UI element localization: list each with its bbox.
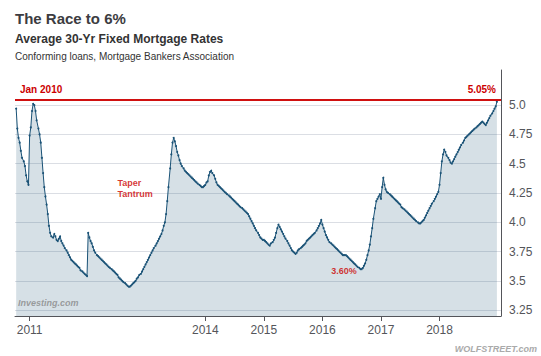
svg-text:2016: 2016	[309, 323, 336, 337]
svg-text:2011: 2011	[17, 323, 43, 337]
svg-text:3.25: 3.25	[509, 303, 533, 317]
svg-text:Average 30-Yr Fixed Mortgage R: Average 30-Yr Fixed Mortgage Rates	[15, 32, 224, 46]
svg-text:4.25: 4.25	[509, 186, 533, 200]
svg-text:Investing.com: Investing.com	[18, 298, 79, 308]
svg-text:3.60%: 3.60%	[331, 266, 357, 276]
svg-text:Tantrum: Tantrum	[117, 189, 152, 199]
svg-text:5.05%: 5.05%	[468, 84, 496, 95]
svg-text:3.75: 3.75	[509, 245, 533, 259]
svg-text:4.0: 4.0	[509, 215, 526, 229]
svg-text:WOLFSTREET.com: WOLFSTREET.com	[455, 344, 537, 354]
svg-text:2017: 2017	[368, 323, 395, 337]
svg-text:4.5: 4.5	[509, 157, 526, 171]
svg-text:Conforming loans, Mortgage Ban: Conforming loans, Mortgage Bankers Assoc…	[15, 51, 234, 62]
svg-text:2014: 2014	[192, 323, 219, 337]
svg-text:2015: 2015	[251, 323, 278, 337]
svg-text:2018: 2018	[426, 323, 453, 337]
svg-text:Jan 2010: Jan 2010	[20, 84, 63, 95]
svg-text:3.5: 3.5	[509, 274, 526, 288]
svg-text:The Race to 6%: The Race to 6%	[15, 10, 126, 27]
svg-text:5.0: 5.0	[509, 98, 526, 112]
svg-text:4.75: 4.75	[509, 127, 533, 141]
svg-text:Taper: Taper	[117, 178, 141, 188]
